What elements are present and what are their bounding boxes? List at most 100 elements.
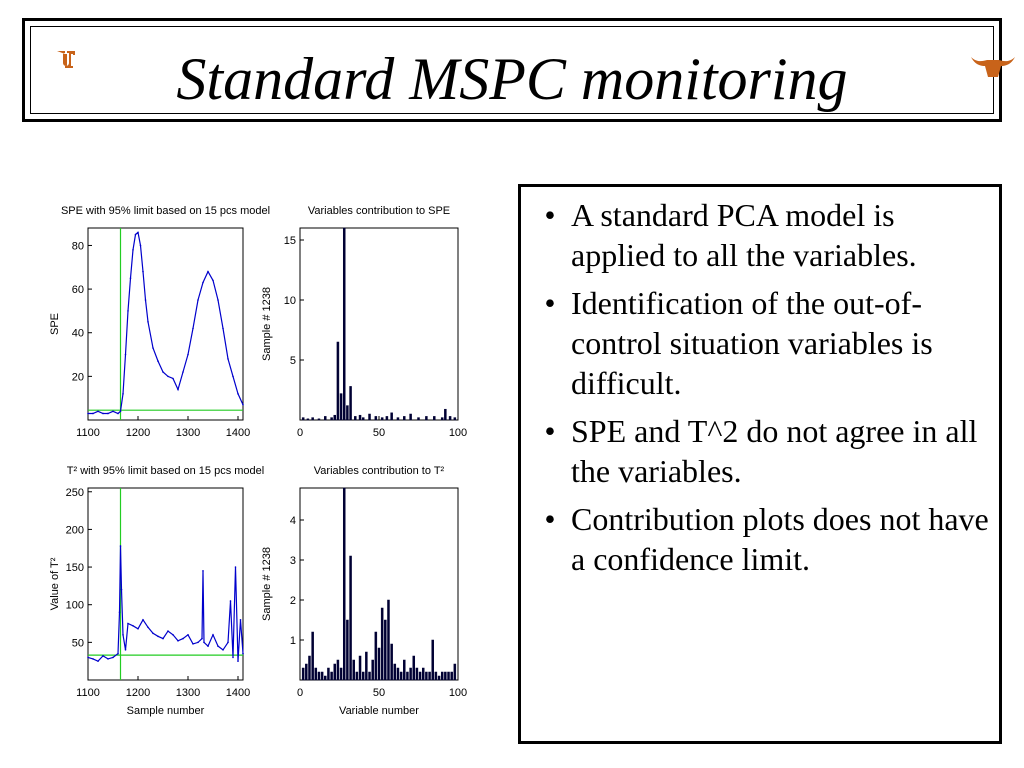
series-line: [88, 231, 244, 415]
bar: [333, 663, 337, 681]
data-point: [152, 632, 154, 635]
bar: [330, 417, 333, 421]
data-point: [227, 641, 229, 644]
data-point: [147, 626, 149, 629]
bar: [403, 659, 406, 681]
data-point: [212, 279, 214, 282]
data-point: [212, 634, 214, 636]
bullet-text: SPE and T^2 do not agree in all the vari…: [571, 413, 978, 489]
bar: [311, 631, 314, 681]
x-tick-label: 1100: [76, 687, 100, 699]
bar: [371, 659, 374, 681]
data-point: [217, 645, 219, 647]
bar: [365, 651, 368, 681]
data-point: [129, 277, 132, 279]
y-tick-label: 4: [290, 515, 296, 527]
series-line: [87, 545, 244, 662]
data-point: [118, 611, 121, 614]
bar: [354, 416, 357, 421]
data-point: [142, 270, 144, 273]
bar: [324, 675, 327, 681]
data-point: [232, 656, 234, 659]
bar: [417, 417, 420, 421]
bullet-text: Identification of the out-of-control sit…: [571, 285, 933, 401]
data-point: [202, 281, 204, 284]
bar: [342, 227, 346, 421]
bar: [308, 655, 311, 681]
bar: [336, 659, 340, 681]
data-point: [192, 327, 194, 330]
data-point: [197, 299, 199, 301]
bar: [342, 487, 346, 681]
data-point: [87, 656, 89, 659]
bar: [390, 643, 393, 681]
x-tick-label: 1200: [126, 427, 150, 439]
data-point: [177, 388, 179, 391]
bar: [412, 655, 416, 681]
bullet-glyph: •: [544, 285, 556, 321]
y-tick-label: 60: [72, 284, 84, 296]
bar: [425, 671, 428, 681]
x-tick-label: 1200: [126, 687, 150, 699]
data-point: [237, 660, 239, 662]
bar: [317, 418, 321, 421]
bullet-box: • A standard PCA model is applied to all…: [518, 184, 1002, 744]
bar: [358, 655, 362, 681]
data-point: [152, 347, 154, 349]
data-point: [187, 634, 189, 636]
x-tick-label: 100: [449, 427, 467, 439]
data-point: [182, 371, 184, 373]
bar: [409, 413, 412, 421]
y-axis-label: Sample # 1238: [261, 547, 273, 621]
bar: [453, 417, 457, 421]
bar: [450, 671, 453, 681]
data-point: [203, 641, 205, 644]
data-point: [134, 233, 137, 236]
data-point: [232, 375, 234, 378]
data-point: [217, 299, 219, 301]
y-tick-label: 15: [284, 235, 296, 247]
plots-area: SPE with 95% limit based on 15 pcs model…: [40, 196, 470, 736]
bar: [352, 659, 355, 681]
bar: [440, 671, 444, 681]
bar: [339, 393, 343, 421]
bar: [374, 631, 378, 681]
y-tick-label: 20: [72, 371, 84, 383]
data-point: [120, 588, 123, 591]
bar: [415, 667, 419, 681]
bar: [349, 555, 352, 681]
bullet-text: Contribution plots does not have a confi…: [571, 501, 989, 577]
data-point: [132, 624, 134, 627]
bar: [349, 386, 352, 421]
bar: [390, 412, 393, 421]
data-point: [207, 270, 209, 273]
bullet-glyph: •: [544, 413, 556, 449]
bar: [434, 671, 438, 681]
data-point: [222, 649, 224, 651]
y-tick-label: 10: [284, 295, 296, 307]
bar: [384, 619, 387, 681]
bullet-item: • A standard PCA model is applied to all…: [535, 195, 989, 275]
plot-frame: [87, 227, 244, 421]
bullet-item: • Identification of the out-of-control s…: [535, 283, 989, 403]
bar: [425, 416, 428, 421]
y-axis-label: Sample # 1238: [261, 287, 273, 361]
bar: [399, 671, 403, 681]
data-point: [97, 410, 99, 413]
plot-frame: [87, 487, 244, 681]
data-point: [92, 658, 94, 660]
data-point: [147, 321, 149, 323]
bar: [448, 416, 452, 421]
data-point: [167, 375, 169, 378]
bar: [339, 667, 343, 681]
bar: [333, 414, 337, 421]
data-point: [201, 637, 203, 640]
data-point: [112, 656, 114, 659]
y-tick-label: 50: [72, 637, 84, 649]
x-tick-label: 1400: [226, 687, 250, 699]
data-point: [92, 412, 94, 415]
bar: [444, 408, 447, 421]
data-point: [122, 634, 124, 636]
x-tick-label: 100: [449, 687, 467, 699]
x-axis-label: Sample number: [127, 705, 205, 717]
